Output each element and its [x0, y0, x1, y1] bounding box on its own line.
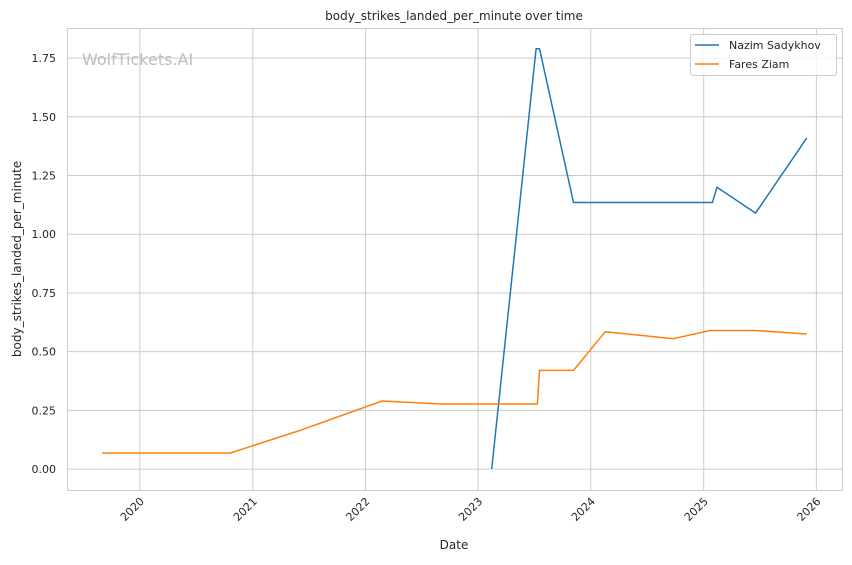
x-tick-label: 2026 — [795, 495, 824, 524]
chart-title: body_strikes_landed_per_minute over time — [325, 9, 583, 23]
y-tick-labels: 0.00 0.25 0.50 0.75 1.00 1.25 1.50 1.75 — [32, 52, 57, 476]
y-tick-label: 1.25 — [32, 170, 57, 183]
y-tick-label: 1.50 — [32, 111, 57, 124]
series-lines — [102, 49, 807, 469]
legend-label-nazim-sadykhov: Nazim Sadykhov — [729, 39, 821, 52]
x-tick-label: 2021 — [231, 495, 260, 524]
y-tick-label: 0.00 — [32, 463, 57, 476]
x-tick-label: 2024 — [569, 495, 598, 524]
grid — [67, 28, 842, 490]
x-tick-labels: 2020 2021 2022 2023 2024 2025 2026 — [118, 495, 824, 524]
y-axis-label: body_strikes_landed_per_minute — [10, 161, 24, 357]
y-tick-label: 1.00 — [32, 228, 57, 241]
x-axis-label: Date — [440, 538, 469, 552]
x-tick-label: 2022 — [344, 495, 373, 524]
watermark: WolfTickets.AI — [82, 50, 193, 69]
series-line-nazim-sadykhov — [492, 49, 807, 469]
x-tick-label: 2025 — [682, 495, 711, 524]
series-line-fares-ziam — [102, 331, 807, 454]
x-tick-label: 2020 — [118, 495, 147, 524]
legend: Nazim Sadykhov Fares Ziam — [691, 35, 837, 76]
y-tick-label: 0.25 — [32, 404, 57, 417]
y-tick-label: 0.75 — [32, 287, 57, 300]
x-tick-label: 2023 — [456, 495, 485, 524]
y-tick-label: 0.50 — [32, 346, 57, 359]
plot-frame — [68, 29, 843, 491]
legend-label-fares-ziam: Fares Ziam — [729, 58, 789, 71]
y-tick-label: 1.75 — [32, 52, 57, 65]
